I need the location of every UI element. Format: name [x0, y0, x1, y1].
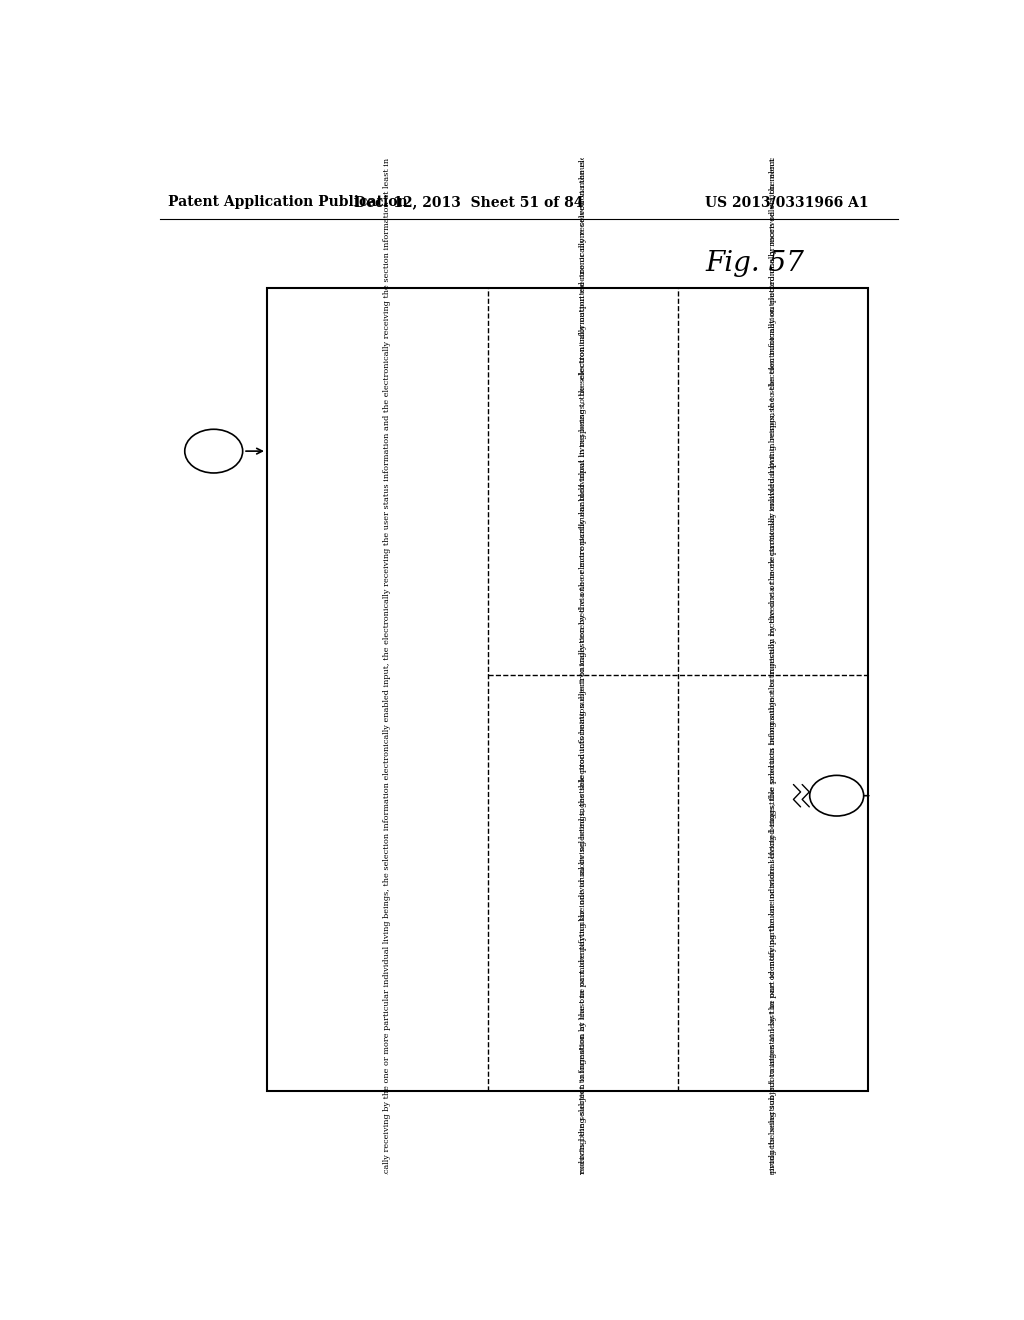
Text: US 2013/0331966 A1: US 2013/0331966 A1 [705, 195, 868, 209]
Text: Patent Application Publication: Patent Application Publication [168, 195, 408, 209]
Bar [267, 289, 867, 1092]
Ellipse shape [810, 775, 863, 816]
Text: Dec. 12, 2013  Sheet 51 of 84: Dec. 12, 2013 Sheet 51 of 84 [354, 195, 584, 209]
Text: Fig. 57: Fig. 57 [706, 249, 805, 277]
Text: o1123 electronically receiving the selection information at least in part identi: o1123 electronically receiving the selec… [579, 0, 587, 1263]
Text: o1124 electronically receiving the selection information at least in part identi: o1124 electronically receiving the selec… [769, 0, 777, 1274]
Text: o11

electronically receiving user status information regarding one or more part: o11 electronically receiving user status… [364, 0, 391, 1320]
Text: o1123 electronically receiving the selection information at least in part identi: o1123 electronically receiving the selec… [769, 102, 777, 1320]
Text: End: End [825, 789, 849, 803]
Text: Start: Start [199, 445, 228, 458]
Ellipse shape [184, 429, 243, 473]
Text: o1122 electronically receiving the selection information at least in part identi: o1122 electronically receiving the selec… [579, 96, 587, 1320]
